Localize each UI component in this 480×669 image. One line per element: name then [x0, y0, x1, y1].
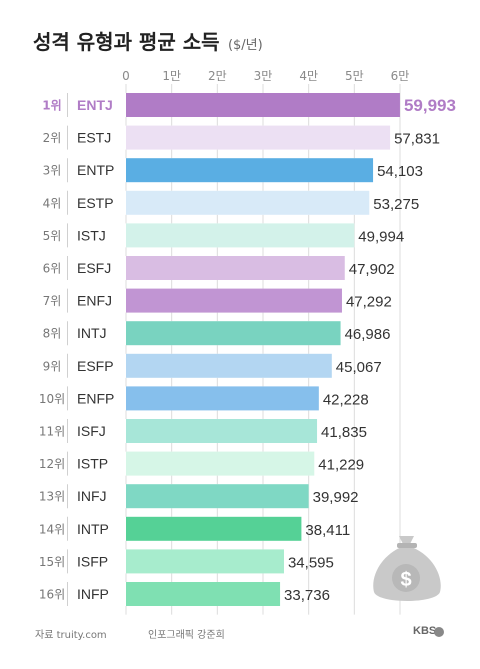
bar: [126, 484, 309, 509]
rank-label: 16위: [39, 588, 65, 602]
bar: [126, 190, 370, 215]
bar: [126, 223, 355, 248]
bar: [126, 516, 302, 541]
category-label: ENFJ: [77, 293, 112, 309]
rank-label: 3위: [43, 164, 62, 178]
category-label: INTP: [77, 521, 109, 537]
bar: [126, 125, 391, 150]
x-tick-label: 3만: [254, 69, 273, 83]
bar: [126, 451, 315, 476]
category-label: ESTP: [77, 195, 114, 211]
x-tick-label: 6만: [391, 69, 410, 83]
footer-credit: 인포그래픽 강준희: [148, 630, 225, 641]
rank-label: 9위: [43, 359, 62, 373]
money-bag-icon: $: [373, 536, 441, 601]
value-label: 41,229: [318, 457, 364, 474]
rank-label: 6위: [43, 262, 62, 276]
rank-label: 5위: [43, 229, 62, 243]
category-label: ENFP: [77, 390, 114, 406]
value-label: 38,411: [305, 522, 350, 539]
value-label: 34,595: [288, 554, 334, 571]
value-label: 41,835: [321, 424, 367, 441]
rank-label: 8위: [43, 327, 62, 341]
bar: [126, 419, 318, 443]
category-label: ISFP: [77, 553, 108, 569]
category-label: ENTJ: [77, 97, 113, 113]
category-label: ESTJ: [77, 130, 111, 146]
x-tick-label: 5만: [345, 69, 364, 83]
category-label: ENTP: [77, 162, 114, 178]
value-label: 42,228: [323, 391, 369, 408]
rank-label: 13위: [39, 490, 65, 504]
bar: [126, 288, 342, 313]
footer-source: 자료 truity.com: [35, 630, 107, 641]
value-label: 54,103: [377, 163, 423, 180]
value-label: 46,986: [345, 326, 391, 343]
value-label: 57,831: [394, 131, 440, 148]
value-label: 49,994: [358, 228, 404, 245]
bar: [126, 353, 332, 378]
chart-unit: ($/년): [227, 38, 263, 53]
money-bag-coin: [392, 564, 420, 592]
value-label: 45,067: [336, 359, 382, 376]
category-label: ESFJ: [77, 260, 111, 276]
brand-logo: KBS: [413, 625, 437, 637]
category-label: ISFJ: [77, 423, 106, 439]
rank-label: 10위: [39, 392, 65, 406]
value-label: 47,902: [349, 261, 395, 278]
dollar-sign-icon: $: [400, 569, 411, 591]
value-label: 59,993: [404, 96, 456, 115]
x-tick-label: 2만: [208, 69, 227, 83]
bar: [126, 321, 341, 346]
value-label: 33,736: [284, 587, 330, 604]
x-tick-label: 0: [122, 69, 130, 83]
category-label: ESFP: [77, 358, 114, 374]
value-label: 47,292: [346, 294, 392, 311]
bar: [126, 158, 374, 183]
rank-label: 11위: [39, 425, 65, 439]
value-label: 53,275: [373, 196, 419, 213]
chart-title: 성격 유형과 평균 소득: [33, 30, 220, 54]
x-axis-ticks: 0 1만 2만 3만 4만 5만 6만: [122, 69, 409, 83]
x-tick-label: 4만: [299, 69, 318, 83]
rank-label: 4위: [43, 196, 62, 210]
bar-series: 1위 ENTJ 59,993 2위 ESTJ 57,831 3위 ENTP 54,103 4위 ES…: [39, 93, 456, 606]
rank-label: 1위: [42, 99, 61, 113]
money-bag-tie: [397, 543, 417, 548]
brand-logo-mark: [434, 627, 444, 637]
rank-label: 14위: [39, 522, 65, 536]
rank-label: 7위: [43, 294, 62, 308]
category-label: INTJ: [77, 325, 107, 341]
x-tick-label: 1만: [162, 69, 181, 83]
bar: [126, 549, 284, 574]
value-label: 39,992: [313, 489, 359, 506]
chart-title-group: 성격 유형과 평균 소득 ($/년): [33, 26, 263, 55]
category-label: INFJ: [77, 488, 107, 504]
bar: [126, 256, 345, 280]
bar: [126, 93, 400, 117]
category-label: INFP: [77, 586, 109, 602]
category-label: ISTP: [77, 456, 108, 472]
category-label: ISTJ: [77, 227, 106, 243]
rank-label: 12위: [39, 457, 65, 471]
rank-label: 15위: [39, 555, 65, 569]
bar: [126, 582, 281, 606]
bar: [126, 386, 319, 411]
rank-label: 2위: [43, 131, 62, 145]
